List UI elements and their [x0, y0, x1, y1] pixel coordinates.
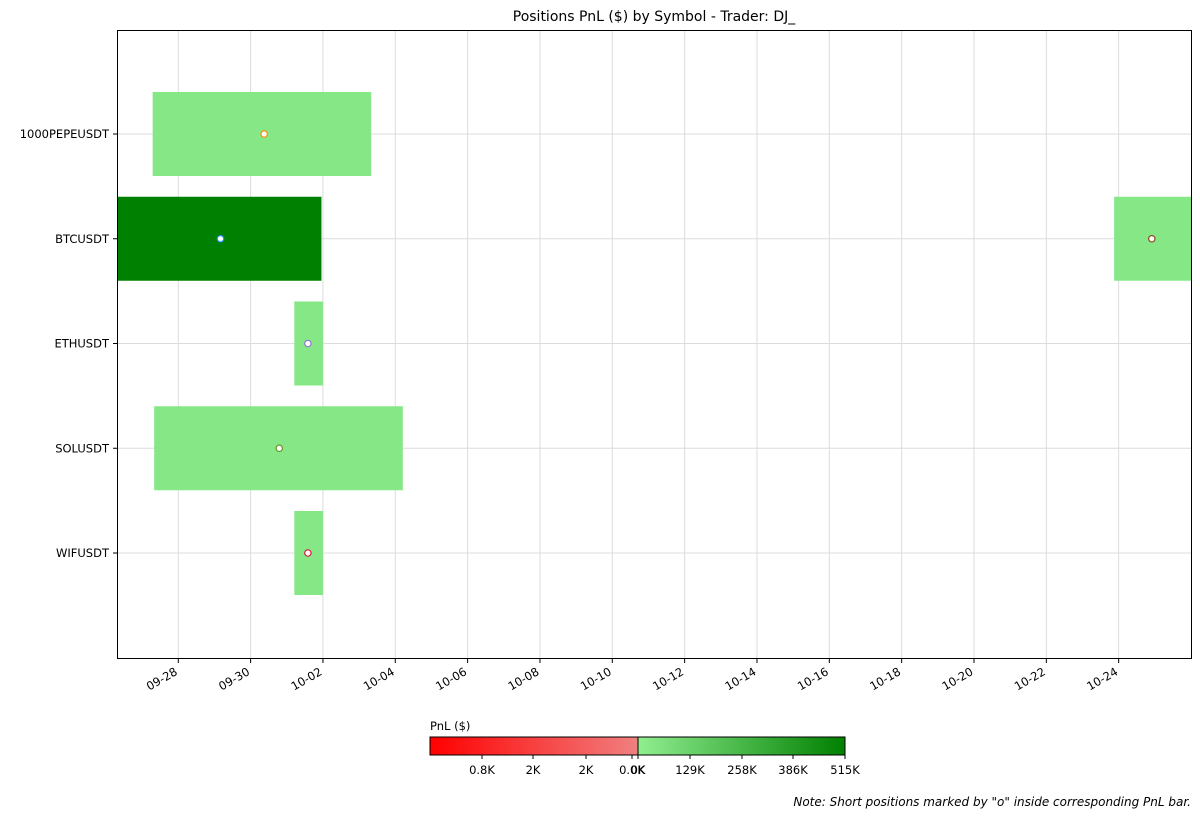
- x-tick-label: 10-24: [1084, 664, 1120, 693]
- x-tick-label: 10-04: [361, 664, 397, 693]
- colorbar-tick-label: 515K: [830, 763, 860, 777]
- x-tick-label: 10-14: [723, 664, 759, 693]
- x-tick-label: 10-20: [940, 664, 976, 693]
- short-position-marker: [1148, 234, 1156, 243]
- x-tick-label: 10-02: [289, 664, 325, 693]
- x-tick-label: 10-06: [433, 664, 469, 693]
- x-tick-label: 10-22: [1012, 664, 1048, 693]
- y-axis-ticks: 1000PEPEUSDT BTCUSDT ETHUSDT SOLUSDT WIFUSDT: [20, 127, 118, 560]
- x-tick-label: 10-08: [506, 664, 542, 693]
- short-position-marker: [216, 234, 225, 243]
- x-tick-label: 10-16: [795, 664, 831, 693]
- y-tick-label: BTCUSDT: [55, 232, 110, 246]
- y-tick-label: 1000PEPEUSDT: [20, 127, 110, 141]
- colorbar-tick-label: 0.8K: [469, 763, 495, 777]
- y-tick-label: SOLUSDT: [55, 441, 110, 455]
- y-tick-label: WIFUSDT: [56, 546, 110, 560]
- footnote: Note: Short positions marked by "o" insi…: [793, 795, 1191, 809]
- colorbar-tick-label: 258K: [727, 763, 757, 777]
- x-tick-label: 10-12: [650, 664, 686, 693]
- y-tick-label: ETHUSDT: [54, 337, 110, 351]
- short-markers: [216, 130, 1156, 557]
- x-tick-label: 09-30: [216, 664, 252, 693]
- plot-frame: [117, 30, 1192, 659]
- colorbar-tick-label: 0.0K: [619, 763, 645, 777]
- short-position-marker: [304, 339, 312, 348]
- colorbar-negative: [429, 736, 639, 756]
- colorbar-tick-label: 0K: [631, 763, 646, 777]
- x-axis-ticks: 09-28 09-30 10-02 10-04 10-06 10-08 10-10 10-12…: [144, 658, 1120, 693]
- short-position-marker: [304, 549, 312, 557]
- colorbar-label: PnL ($): [430, 719, 470, 733]
- colorbar-tick-label: 2K: [579, 763, 594, 777]
- colorbar-positive: [637, 736, 846, 756]
- short-position-marker: [260, 130, 268, 138]
- colorbar-tick-label: 129K: [675, 763, 705, 777]
- colorbar-tick-label: 2K: [526, 763, 541, 777]
- colorbar-tick-label: 386K: [778, 763, 808, 777]
- short-position-marker: [275, 444, 284, 453]
- x-tick-label: 10-10: [578, 664, 614, 693]
- x-tick-label: 09-28: [144, 664, 180, 693]
- x-tick-label: 10-18: [867, 664, 903, 693]
- chart-title: Positions PnL ($) by Symbol - Trader: DJ…: [513, 9, 796, 25]
